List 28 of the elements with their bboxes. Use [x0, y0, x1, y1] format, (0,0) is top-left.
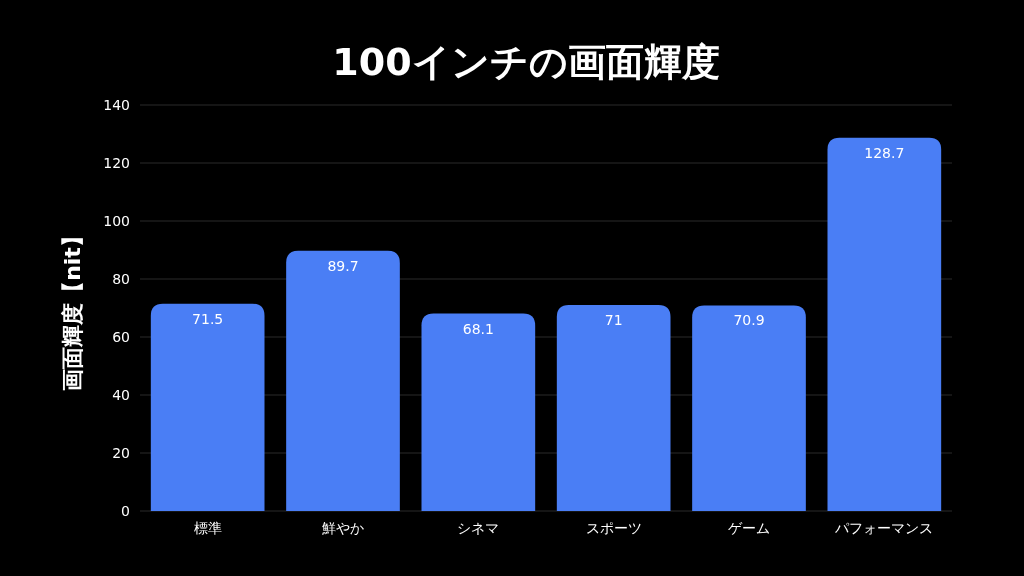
- bar: [556, 305, 671, 511]
- data-label: 71: [604, 312, 623, 329]
- y-axis-title: 画面輝度【nit】: [60, 225, 85, 391]
- x-tick-label: パフォーマンス: [834, 520, 934, 536]
- x-tick-label: スポーツ: [585, 520, 642, 536]
- chart-title: 100インチの画面輝度: [332, 40, 720, 84]
- bar: [286, 250, 400, 511]
- y-tick-label: 80: [112, 271, 130, 287]
- data-label: 68.1: [462, 320, 494, 337]
- data-label: 71.5: [192, 310, 224, 327]
- x-tick-label: 鮮やか: [322, 520, 364, 536]
- x-tick-label: ゲーム: [728, 520, 770, 536]
- bar: [827, 137, 942, 511]
- bar: [692, 305, 806, 511]
- y-tick-label: 0: [121, 503, 130, 519]
- y-tick-label: 40: [112, 387, 130, 403]
- x-tick-label: シネマ: [457, 520, 500, 536]
- bar: [421, 313, 536, 511]
- y-tick-label: 120: [103, 155, 130, 171]
- y-tick-label: 140: [103, 97, 130, 113]
- y-tick-label: 20: [112, 445, 130, 461]
- data-label: 128.7: [864, 144, 905, 161]
- y-tick-label: 100: [103, 213, 130, 229]
- data-label: 89.7: [327, 257, 359, 274]
- bar: [150, 303, 265, 511]
- data-label: 70.9: [733, 312, 765, 329]
- y-tick-label: 60: [112, 329, 130, 345]
- x-tick-label: 標準: [193, 520, 222, 536]
